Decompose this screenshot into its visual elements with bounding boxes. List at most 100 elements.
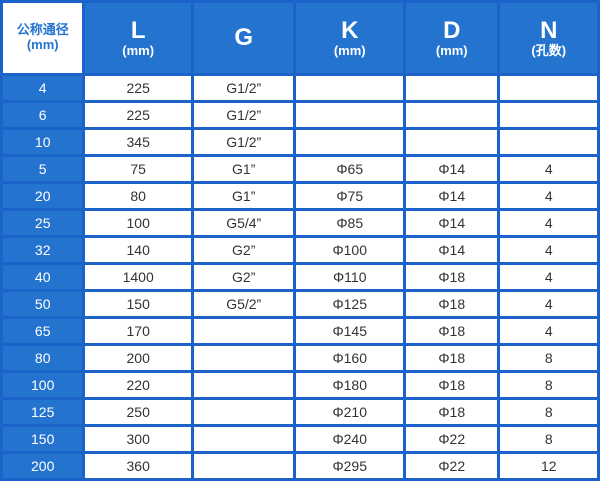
cell-d: Φ14	[406, 238, 498, 262]
cell-g	[193, 373, 294, 397]
header-title: L	[130, 16, 146, 44]
cell-dn: 50	[3, 292, 83, 316]
cell-d: Φ22	[406, 427, 498, 451]
cell-d: Φ14	[406, 184, 498, 208]
cell-l: 345	[85, 130, 191, 154]
cell-n	[500, 130, 597, 154]
cell-n: 4	[500, 157, 597, 181]
cell-g	[193, 427, 294, 451]
cell-n: 4	[500, 319, 597, 343]
header-unit: (mm)	[26, 37, 59, 52]
cell-k	[296, 76, 404, 100]
cell-n	[500, 76, 597, 100]
table-row: 150 300 Φ240 Φ22 8	[3, 427, 597, 451]
cell-l: 360	[85, 454, 191, 478]
cell-k: Φ65	[296, 157, 404, 181]
cell-dn: 65	[3, 319, 83, 343]
cell-k: Φ75	[296, 184, 404, 208]
table-row: 6 225 G1/2”	[3, 103, 597, 127]
table-row: 50 150 G5/2” Φ125 Φ18 4	[3, 292, 597, 316]
header-unit: (mm)	[333, 43, 366, 59]
header-d: D (mm)	[406, 3, 498, 73]
cell-dn: 4	[3, 76, 83, 100]
table-row: 5 75 G1” Φ65 Φ14 4	[3, 157, 597, 181]
cell-k: Φ85	[296, 211, 404, 235]
cell-l: 150	[85, 292, 191, 316]
cell-n: 4	[500, 292, 597, 316]
table-row: 10 345 G1/2”	[3, 130, 597, 154]
table-row: 65 170 Φ145 Φ18 4	[3, 319, 597, 343]
header-title: G	[234, 24, 254, 52]
cell-d: Φ18	[406, 346, 498, 370]
cell-g	[193, 346, 294, 370]
cell-g: G1/2”	[193, 130, 294, 154]
header-row: 公称通径 (mm) L (mm) G K (mm) D (mm) N (孔数)	[3, 3, 597, 73]
cell-k: Φ145	[296, 319, 404, 343]
cell-l: 250	[85, 400, 191, 424]
header-k: K (mm)	[296, 3, 404, 73]
table-row: 32 140 G2” Φ100 Φ14 4	[3, 238, 597, 262]
header-title: N	[540, 16, 558, 44]
cell-n: 12	[500, 454, 597, 478]
cell-g: G5/2”	[193, 292, 294, 316]
cell-d: Φ18	[406, 400, 498, 424]
cell-d: Φ14	[406, 211, 498, 235]
cell-dn: 20	[3, 184, 83, 208]
cell-l: 225	[85, 103, 191, 127]
cell-g: G1/2”	[193, 76, 294, 100]
header-n: N (孔数)	[500, 3, 597, 73]
cell-k: Φ295	[296, 454, 404, 478]
cell-dn: 10	[3, 130, 83, 154]
cell-k: Φ110	[296, 265, 404, 289]
cell-d: Φ14	[406, 157, 498, 181]
table-row: 25 100 G5/4” Φ85 Φ14 4	[3, 211, 597, 235]
cell-g: G2”	[193, 238, 294, 262]
cell-n: 4	[500, 265, 597, 289]
cell-dn: 150	[3, 427, 83, 451]
table-row: 200 360 Φ295 Φ22 12	[3, 454, 597, 478]
cell-k: Φ180	[296, 373, 404, 397]
cell-d: Φ18	[406, 265, 498, 289]
cell-dn: 5	[3, 157, 83, 181]
cell-l: 100	[85, 211, 191, 235]
table-row: 4 225 G1/2”	[3, 76, 597, 100]
cell-dn: 100	[3, 373, 83, 397]
cell-g: G1”	[193, 184, 294, 208]
table-row: 125 250 Φ210 Φ18 8	[3, 400, 597, 424]
cell-l: 300	[85, 427, 191, 451]
cell-k	[296, 103, 404, 127]
cell-d	[406, 103, 498, 127]
cell-n: 8	[500, 400, 597, 424]
header-g: G	[193, 3, 294, 73]
cell-n: 8	[500, 427, 597, 451]
cell-n: 8	[500, 346, 597, 370]
cell-k: Φ100	[296, 238, 404, 262]
cell-l: 140	[85, 238, 191, 262]
cell-dn: 25	[3, 211, 83, 235]
header-title: 公称通径	[16, 22, 69, 38]
cell-n: 4	[500, 211, 597, 235]
cell-d	[406, 130, 498, 154]
cell-l: 170	[85, 319, 191, 343]
table-row: 80 200 Φ160 Φ18 8	[3, 346, 597, 370]
cell-l: 220	[85, 373, 191, 397]
cell-g	[193, 319, 294, 343]
cell-dn: 6	[3, 103, 83, 127]
header-unit: (mm)	[435, 43, 468, 59]
cell-n: 4	[500, 184, 597, 208]
cell-l: 80	[85, 184, 191, 208]
header-nominal-diameter: 公称通径 (mm)	[3, 3, 83, 73]
cell-d: Φ18	[406, 373, 498, 397]
cell-g	[193, 454, 294, 478]
cell-l: 1400	[85, 265, 191, 289]
header-l: L (mm)	[85, 3, 191, 73]
cell-g: G1”	[193, 157, 294, 181]
table-row: 20 80 G1” Φ75 Φ14 4	[3, 184, 597, 208]
cell-g: G2”	[193, 265, 294, 289]
header-unit: (mm)	[122, 43, 155, 59]
cell-d: Φ22	[406, 454, 498, 478]
cell-dn: 40	[3, 265, 83, 289]
cell-n: 4	[500, 238, 597, 262]
table-row: 40 1400 G2” Φ110 Φ18 4	[3, 265, 597, 289]
